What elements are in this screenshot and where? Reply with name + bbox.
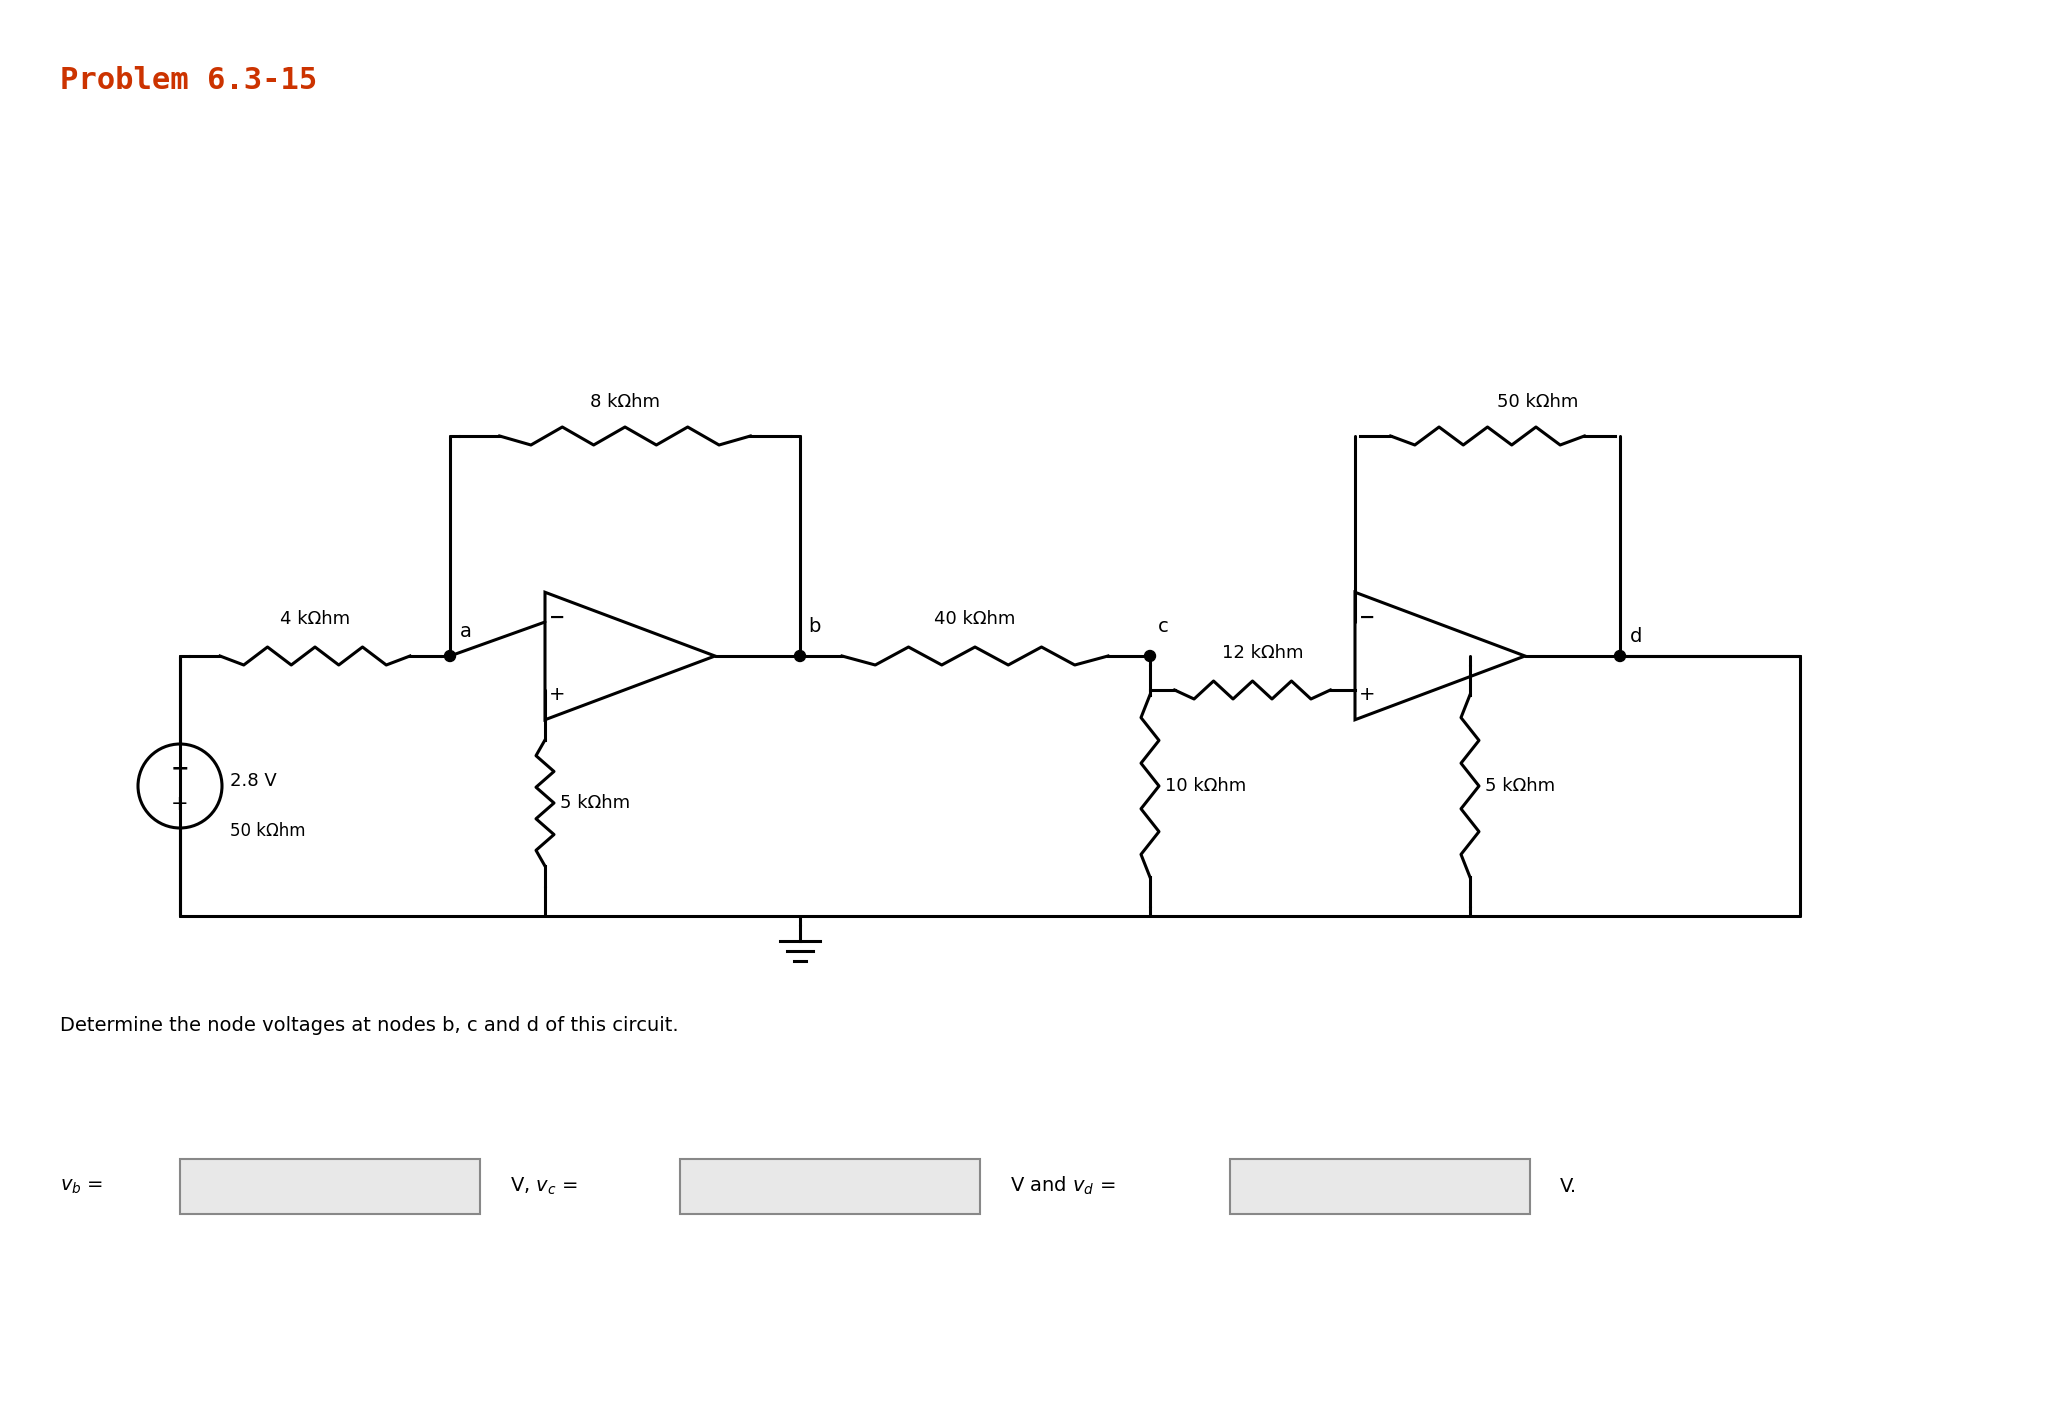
Text: 50 kΩhm: 50 kΩhm xyxy=(1498,394,1577,411)
Circle shape xyxy=(794,650,806,661)
Circle shape xyxy=(444,650,456,661)
Text: $v_b$ =: $v_b$ = xyxy=(59,1177,104,1195)
Text: b: b xyxy=(808,617,820,636)
Text: 40 kΩhm: 40 kΩhm xyxy=(935,610,1015,629)
Bar xyxy=(679,1158,980,1214)
Text: V, $v_c$ =: V, $v_c$ = xyxy=(509,1175,577,1197)
Text: 10 kΩhm: 10 kΩhm xyxy=(1164,777,1246,794)
Circle shape xyxy=(1144,650,1156,661)
Text: a: a xyxy=(460,622,473,641)
Text: 2.8 V: 2.8 V xyxy=(229,772,276,790)
Text: 50 kΩhm: 50 kΩhm xyxy=(229,823,305,840)
Text: +: + xyxy=(172,794,188,814)
Circle shape xyxy=(1614,650,1625,661)
Text: d: d xyxy=(1631,627,1643,646)
Text: 8 kΩhm: 8 kΩhm xyxy=(589,394,661,411)
Text: −: − xyxy=(1359,607,1375,626)
Text: +: + xyxy=(1359,685,1375,705)
Text: 5 kΩhm: 5 kΩhm xyxy=(1485,777,1555,794)
Text: Problem 6.3-15: Problem 6.3-15 xyxy=(59,67,317,95)
Bar xyxy=(1230,1158,1530,1214)
Text: c: c xyxy=(1158,617,1168,636)
Text: −: − xyxy=(548,607,565,626)
Bar xyxy=(180,1158,481,1214)
Text: Determine the node voltages at nodes b, c and d of this circuit.: Determine the node voltages at nodes b, … xyxy=(59,1017,679,1035)
Text: −: − xyxy=(170,758,190,777)
Text: 12 kΩhm: 12 kΩhm xyxy=(1221,644,1303,663)
Text: V.: V. xyxy=(1559,1177,1577,1195)
Text: 5 kΩhm: 5 kΩhm xyxy=(561,794,630,811)
Text: 4 kΩhm: 4 kΩhm xyxy=(280,610,350,629)
Text: V and $v_d$ =: V and $v_d$ = xyxy=(1011,1175,1115,1197)
Text: +: + xyxy=(548,685,565,705)
